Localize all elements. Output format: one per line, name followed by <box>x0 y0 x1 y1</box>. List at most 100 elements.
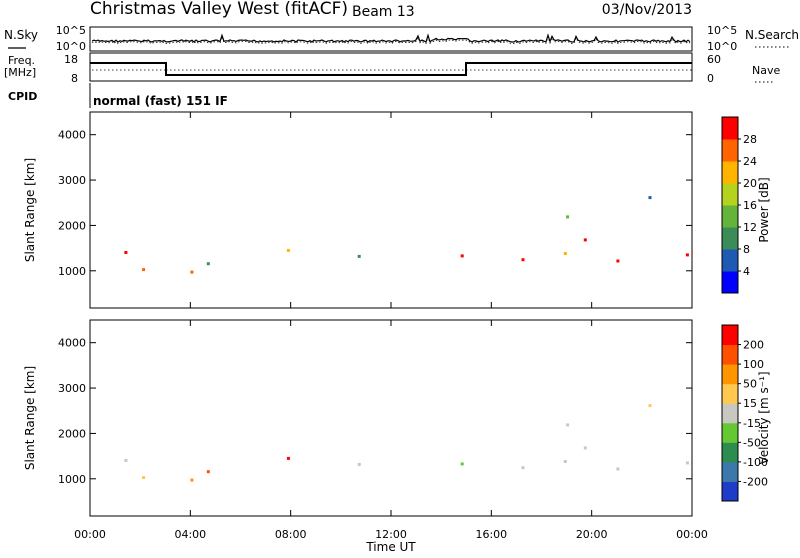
freq-left-tick-bottom: 8 <box>71 72 78 85</box>
colorbar-tick-label: 100 <box>743 358 764 371</box>
power-heatmap-cells <box>124 196 689 274</box>
xtick-label: 12:00 <box>375 528 407 541</box>
colorbar-swatch <box>722 383 738 404</box>
nsearch-label: N.Search <box>745 28 799 42</box>
freq-right-tick-bottom: 0 <box>707 72 714 85</box>
power-cell <box>357 254 361 258</box>
velocity-cell <box>357 462 361 466</box>
xtick-label: 00:00 <box>74 528 106 541</box>
colorbar-swatch <box>722 183 738 206</box>
beam-label: Beam 13 <box>352 4 415 20</box>
velocity-cell <box>583 446 587 450</box>
ytick-label: 2000 <box>58 219 86 232</box>
colorbar-tick-label: 24 <box>743 155 757 168</box>
power-cell <box>563 252 567 255</box>
power-cell <box>685 253 689 257</box>
ytick-label: 4000 <box>58 337 86 350</box>
chart-title: Christmas Valley West (fitACF) <box>90 0 348 19</box>
power-cell <box>124 251 128 254</box>
ytick-label: 1000 <box>58 265 86 278</box>
velocity-cell <box>648 404 652 408</box>
nsky-line <box>91 33 691 44</box>
velocity-ylabel: Slant Range [km] <box>23 366 37 470</box>
velocity-heatmap-cells <box>124 404 689 482</box>
power-cell <box>616 259 620 263</box>
colorbar-swatch <box>722 205 738 228</box>
velocity-cell <box>563 460 567 463</box>
xtick-label: 20:00 <box>576 528 608 541</box>
colorbar-tick-label: 8 <box>743 243 750 256</box>
ytick-label: 4000 <box>58 129 86 142</box>
colorbar-tick-label: -200 <box>743 475 768 488</box>
freq-line <box>90 62 692 76</box>
ytick-label: 3000 <box>58 174 86 187</box>
velocity-yticks: 1000 2000 3000 4000 <box>58 337 692 486</box>
freq-left-tick-top: 18 <box>64 53 78 66</box>
noise-right-tick-top: 10^5 <box>707 24 737 37</box>
velocity-colorbar: 200 100 50 15 -15 -50 -100 -200 Velocity [m s⁻¹… <box>721 324 771 502</box>
freq-label-2: [MHz] <box>4 66 36 79</box>
power-cell <box>190 270 194 274</box>
xtick-label: 08:00 <box>275 528 307 541</box>
noise-panel: 10^5 10^0 10^5 10^0 <box>56 24 737 53</box>
colorbar-swatch <box>722 364 738 385</box>
colorbar-tick-label: 4 <box>743 265 750 278</box>
colorbar-swatch <box>722 161 738 184</box>
power-cell <box>583 238 587 242</box>
power-cell <box>206 262 210 266</box>
noise-right-tick-bottom: 10^0 <box>707 40 737 53</box>
colorbar-tick-label: 200 <box>743 339 764 352</box>
velocity-cell <box>460 462 464 466</box>
velocity-cell <box>616 467 620 471</box>
freq-right-tick-top: 60 <box>707 53 721 66</box>
velocity-cell <box>685 461 689 465</box>
velocity-cell <box>142 476 146 480</box>
colorbar-tick-label: -15 <box>743 417 761 430</box>
colorbar-swatch <box>722 139 738 162</box>
cpid-label: CPID <box>8 90 37 103</box>
velocity-xticks: 00:00 04:00 08:00 12:00 16:00 20:00 00:00 <box>74 112 708 541</box>
power-cell <box>142 268 146 272</box>
colorbar-tick-label: -100 <box>743 456 768 469</box>
colorbar-swatch <box>722 271 738 294</box>
colorbar-tick-label: -50 <box>743 436 761 449</box>
colorbar-swatch <box>722 442 738 463</box>
power-cell <box>648 196 652 200</box>
ytick-label: 3000 <box>58 382 86 395</box>
colorbar-swatch <box>722 481 738 502</box>
colorbar-swatch <box>722 403 738 424</box>
power-cell <box>286 248 290 252</box>
noise-left-tick-bottom: 10^0 <box>56 40 86 53</box>
velocity-colorbar-label: Velocity [m s⁻¹] <box>757 371 771 464</box>
velocity-cell <box>124 459 128 462</box>
velocity-xlabel: Time UT <box>365 540 416 554</box>
ytick-label: 2000 <box>58 427 86 440</box>
colorbar-tick-label: 50 <box>743 378 757 391</box>
power-panel: 1000 2000 3000 4000 Slant Range [km] <box>23 111 693 309</box>
power-ylabel: Slant Range [km] <box>23 158 37 262</box>
colorbar-tick-label: 16 <box>743 199 757 212</box>
cpid-text: normal (fast) 151 IF <box>93 94 228 108</box>
velocity-cell <box>190 478 194 482</box>
colorbar-swatch <box>722 117 738 140</box>
power-cell <box>566 215 570 219</box>
ytick-label: 1000 <box>58 473 86 486</box>
xtick-label: 00:00 <box>676 528 708 541</box>
velocity-cell <box>286 456 290 460</box>
date-label: 03/Nov/2013 <box>602 2 692 18</box>
colorbar-tick-label: 12 <box>743 221 757 234</box>
power-yticks: 1000 2000 3000 4000 <box>58 129 692 278</box>
velocity-cell <box>521 466 525 470</box>
power-cell <box>521 258 525 262</box>
colorbar-swatch <box>722 249 738 272</box>
colorbar-swatch <box>722 344 738 365</box>
colorbar-swatch <box>722 325 738 346</box>
colorbar-tick-label: 20 <box>743 177 757 190</box>
power-colorbar-label: Power [dB] <box>757 177 771 242</box>
colorbar-swatch <box>722 461 738 482</box>
velocity-cell <box>206 470 210 474</box>
nsky-label: N.Sky <box>4 28 38 42</box>
xtick-label: 04:00 <box>174 528 206 541</box>
velocity-panel: 1000 2000 3000 4000 00:00 04:00 08:00 12:00 16:… <box>23 112 708 554</box>
velocity-cell <box>566 423 570 427</box>
